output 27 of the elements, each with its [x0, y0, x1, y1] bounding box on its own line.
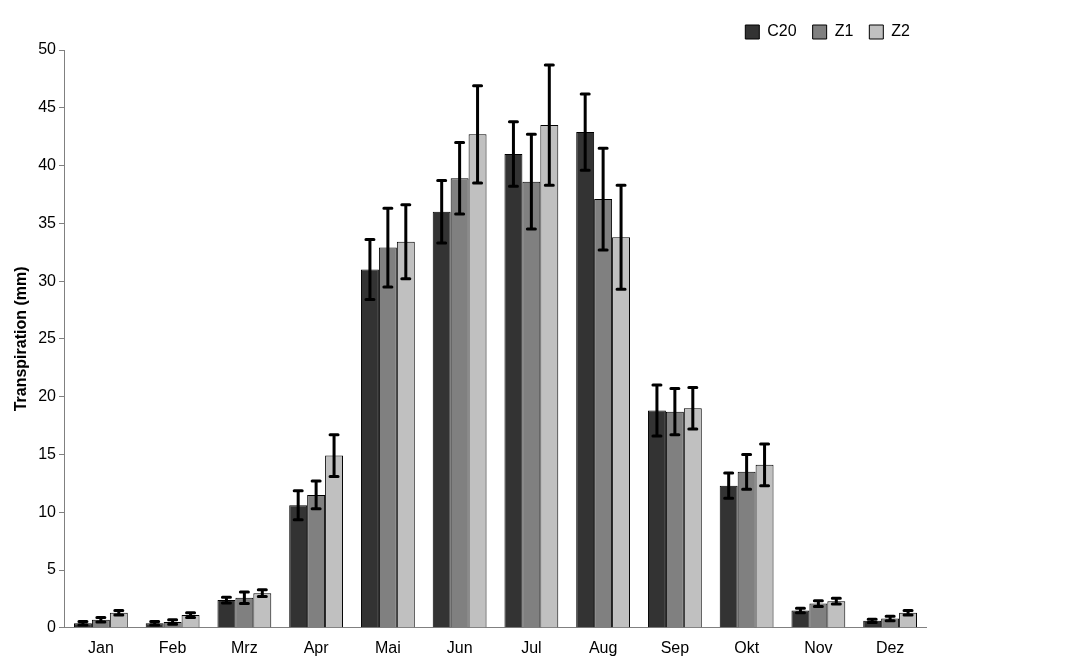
y-tick-label: 10	[38, 502, 57, 520]
y-axis-title: Transpiration (mm)	[12, 266, 30, 412]
y-tick-label: 20	[38, 387, 57, 405]
y-tick-label: 35	[38, 213, 57, 231]
x-tick-label: Okt	[734, 638, 760, 656]
legend-label: Z1	[834, 22, 854, 40]
x-tick-label: Feb	[158, 638, 187, 656]
x-tick-label: Jun	[446, 638, 473, 656]
legend-label: Z2	[891, 22, 911, 40]
x-tick-label: Jul	[521, 638, 542, 656]
x-tick-label: Jan	[87, 638, 114, 656]
x-tick-label: Mrz	[231, 638, 258, 656]
x-tick-label: Nov	[804, 638, 833, 656]
y-tick-label: 50	[38, 40, 57, 58]
x-tick-label: Mai	[374, 638, 401, 656]
y-tick-label: 15	[38, 444, 57, 462]
x-tick-label: Apr	[303, 638, 330, 656]
y-tick-label: 0	[47, 618, 57, 636]
legend-label: C20	[767, 22, 797, 40]
y-tick-label: 25	[38, 329, 57, 347]
x-tick-label: Dez	[875, 638, 905, 656]
y-tick-label: 40	[38, 155, 57, 173]
y-tick-label: 45	[38, 98, 57, 116]
x-tick-label: Aug	[588, 638, 618, 656]
x-tick-label: Sep	[660, 638, 690, 656]
y-tick-label: 5	[47, 560, 57, 578]
y-tick-label: 30	[38, 271, 57, 289]
